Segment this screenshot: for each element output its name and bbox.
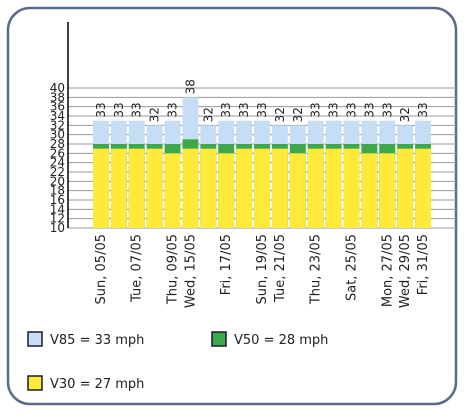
y-tick-label: 32 — [50, 118, 65, 132]
bar — [361, 153, 378, 228]
data-label: 32 — [291, 107, 305, 122]
bar — [397, 148, 414, 228]
y-tick-label: 26 — [50, 146, 65, 160]
data-label: 33 — [237, 102, 251, 117]
bar — [236, 148, 253, 228]
bar — [128, 148, 145, 228]
y-tick-label: 40 — [50, 81, 65, 95]
bar — [93, 148, 109, 228]
data-label: 33 — [416, 102, 430, 117]
bar — [218, 153, 235, 228]
data-label: 32 — [201, 107, 215, 122]
legend-swatch — [27, 375, 43, 391]
y-tick-label: 38 — [50, 90, 65, 104]
x-tick-label: Thu, 09/05 — [166, 234, 181, 305]
data-label: 33 — [255, 102, 269, 117]
data-label: 33 — [309, 102, 323, 117]
bar — [200, 148, 217, 228]
bar — [379, 153, 396, 228]
bar — [343, 148, 360, 228]
data-label: 33 — [166, 102, 180, 117]
data-label: 33 — [112, 102, 126, 117]
bar — [271, 148, 288, 228]
bar — [182, 148, 199, 228]
bar — [415, 148, 431, 228]
y-tick-label: 20 — [50, 174, 65, 188]
data-label: 33 — [94, 102, 108, 117]
x-tick-label: Sat, 25/05 — [344, 234, 359, 301]
data-label: 32 — [398, 107, 412, 122]
x-tick-label: Fri, 17/05 — [219, 234, 234, 295]
x-tick-label: Wed, 15/05 — [183, 234, 198, 308]
bar — [164, 153, 181, 228]
y-tick-label: 28 — [50, 137, 65, 151]
y-tick-label: 16 — [50, 193, 65, 207]
x-tick-label: Tue, 21/05 — [273, 234, 288, 303]
legend-label: V30 = 27 mph — [50, 377, 144, 392]
y-tick-label: 22 — [50, 165, 65, 179]
data-label: 33 — [344, 102, 358, 117]
y-tick-label: 24 — [50, 156, 65, 170]
y-tick-label: 36 — [50, 100, 65, 114]
y-tick-label: 18 — [50, 184, 65, 198]
x-tick-label: Sun, 19/05 — [255, 234, 270, 304]
x-tick-label: Wed, 29/05 — [398, 234, 413, 308]
data-label: 32 — [148, 107, 162, 122]
bar — [289, 153, 306, 228]
data-label: 38 — [183, 79, 197, 94]
y-tick-label: 12 — [50, 212, 65, 226]
data-label: 33 — [362, 102, 376, 117]
y-tick-label: 10 — [50, 221, 65, 235]
data-label: 33 — [327, 102, 341, 117]
data-label: 33 — [130, 102, 144, 117]
x-tick-label: Mon, 27/05 — [380, 234, 395, 307]
y-tick-label: 14 — [50, 202, 65, 216]
legend-swatch — [27, 331, 43, 347]
legend-label: V50 = 28 mph — [234, 333, 328, 348]
legend-label: V85 = 33 mph — [50, 333, 144, 348]
x-tick-label: Sun, 05/05 — [94, 234, 109, 304]
y-tick-label: 34 — [50, 109, 65, 123]
y-tick-label: 30 — [50, 128, 65, 142]
bar — [325, 148, 342, 228]
legend-swatch — [211, 331, 227, 347]
data-label: 32 — [273, 107, 287, 122]
x-tick-label: Tue, 07/05 — [130, 234, 145, 303]
bar — [110, 148, 127, 228]
x-tick-label: Fri, 31/05 — [416, 234, 431, 295]
bar — [307, 148, 324, 228]
bar — [146, 148, 163, 228]
data-label: 33 — [380, 102, 394, 117]
x-tick-label: Thu, 23/05 — [309, 234, 324, 305]
data-label: 33 — [219, 102, 233, 117]
bar — [254, 148, 270, 228]
